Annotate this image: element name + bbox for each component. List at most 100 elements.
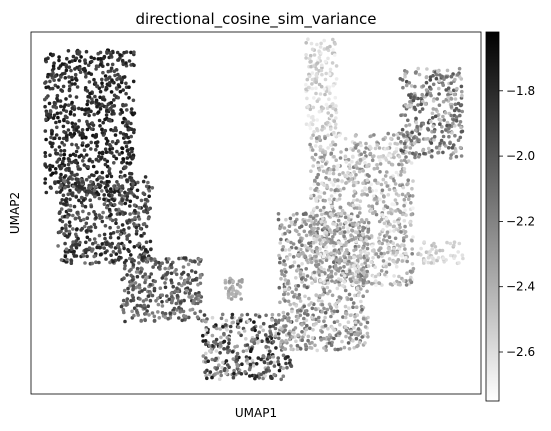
scatter-point [130, 293, 135, 298]
scatter-point [129, 50, 133, 55]
scatter-point [106, 62, 110, 67]
scatter-point [165, 294, 169, 298]
scatter-point [107, 169, 111, 174]
scatter-point [398, 225, 402, 230]
scatter-point [309, 169, 313, 173]
scatter-point [392, 178, 396, 183]
scatter-point [92, 222, 97, 227]
scatter-point [109, 53, 113, 57]
scatter-point [196, 301, 200, 306]
scatter-point [318, 247, 322, 251]
scatter-point [71, 125, 75, 129]
scatter-point [400, 192, 405, 197]
scatter-point [391, 224, 396, 229]
scatter-point [305, 96, 309, 101]
scatter-point [419, 246, 423, 251]
scatter-point [168, 311, 172, 316]
scatter-point [108, 235, 113, 240]
scatter-point [98, 95, 102, 100]
scatter-point [310, 71, 315, 75]
scatter-point [338, 257, 343, 262]
scatter-point [105, 182, 109, 187]
scatter-point [175, 286, 179, 291]
scatter-point [148, 282, 153, 287]
scatter-point [340, 339, 344, 344]
scatter-point [323, 315, 327, 320]
scatter-point [122, 288, 127, 293]
scatter-point [144, 240, 149, 244]
scatter-point [429, 261, 434, 265]
scatter-point [361, 294, 366, 299]
scatter-point [345, 262, 350, 266]
scatter-point [460, 93, 464, 98]
scatter-point [109, 174, 114, 179]
scatter-point [154, 299, 158, 303]
scatter-point [147, 194, 151, 199]
scatter-point [337, 133, 342, 138]
scatter-point [358, 253, 363, 258]
scatter-point [148, 239, 153, 244]
scatter-point [231, 375, 236, 380]
scatter-point [100, 127, 104, 132]
scatter-point [73, 153, 78, 158]
scatter-point [70, 100, 74, 105]
scatter-point [127, 218, 132, 222]
scatter-point [399, 113, 403, 118]
scatter-point [79, 218, 83, 223]
scatter-point [360, 268, 364, 272]
scatter-point [302, 283, 307, 288]
scatter-point [68, 84, 72, 88]
scatter-point [402, 141, 407, 146]
scatter-point [118, 56, 122, 60]
scatter-point [321, 169, 326, 174]
scatter-point [222, 368, 227, 373]
scatter-point [186, 262, 191, 267]
scatter-point [300, 243, 304, 247]
scatter-point [439, 138, 444, 143]
scatter-point [280, 327, 284, 331]
scatter-point [110, 140, 115, 144]
scatter-point [372, 133, 376, 137]
scatter-point [348, 277, 353, 282]
scatter-point [344, 241, 349, 245]
scatter-point [103, 250, 108, 255]
scatter-point [346, 320, 351, 325]
scatter-point [48, 79, 52, 84]
scatter-point [352, 325, 356, 330]
scatter-point [353, 320, 358, 325]
scatter-point [283, 231, 287, 236]
scatter-point [327, 177, 332, 182]
scatter-point [458, 135, 463, 140]
scatter-point [121, 102, 125, 107]
scatter-point [131, 155, 135, 160]
scatter-point [224, 286, 228, 290]
scatter-point [64, 65, 69, 69]
scatter-point [383, 272, 387, 277]
scatter-point [43, 154, 48, 158]
scatter-point [149, 247, 153, 252]
scatter-point [198, 309, 203, 314]
scatter-point [384, 170, 389, 174]
scatter-point [98, 89, 103, 94]
scatter-point [295, 347, 300, 352]
scatter-point [141, 275, 145, 279]
scatter-point [341, 284, 345, 288]
scatter-point [144, 259, 149, 264]
scatter-point [112, 184, 116, 188]
scatter-point [394, 170, 399, 175]
scatter-point [384, 264, 388, 269]
scatter-point [217, 363, 221, 368]
scatter-point [284, 338, 288, 343]
scatter-point [114, 221, 118, 225]
scatter-point [50, 132, 54, 136]
scatter-point [442, 77, 446, 81]
scatter-point [89, 55, 93, 60]
scatter-point [122, 231, 127, 235]
scatter-point [332, 154, 336, 159]
scatter-point [338, 156, 343, 160]
scatter-point [283, 278, 288, 282]
scatter-point [374, 283, 378, 288]
scatter-point [380, 283, 384, 287]
scatter-point [87, 175, 92, 179]
scatter-point [342, 211, 347, 216]
